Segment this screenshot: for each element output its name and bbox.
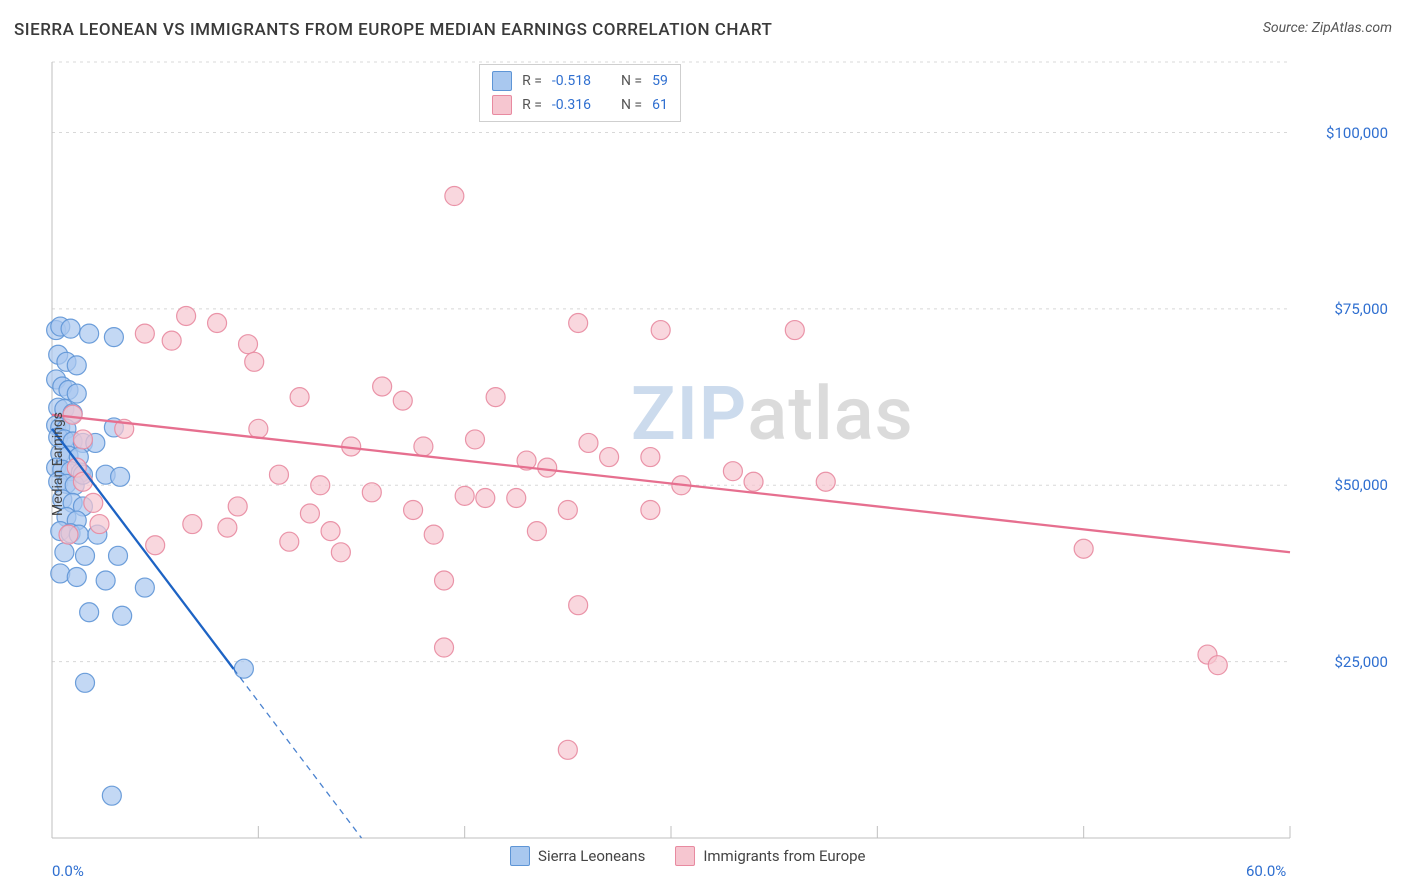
series-swatch <box>492 71 512 91</box>
y-tick-label: $25,000 <box>1334 653 1388 671</box>
chart-container: Median Earnings ZIPatlas $25,000 $50,000 $… <box>10 50 1396 878</box>
series-legend: Sierra Leoneans Immigrants from Europe <box>510 846 865 866</box>
legend-label: Immigrants from Europe <box>703 847 865 865</box>
svg-text:ZIPatlas: ZIPatlas <box>631 371 914 458</box>
legend-item: Sierra Leoneans <box>510 846 645 866</box>
y-tick-label: $75,000 <box>1334 300 1388 318</box>
y-tick-label: $50,000 <box>1334 476 1388 494</box>
x-min-label: 0.0% <box>52 862 84 880</box>
source-credit: Source: ZipAtlas.com <box>1263 20 1392 36</box>
x-max-label: 60.0% <box>1246 862 1286 880</box>
y-axis-label: Median Earnings <box>50 412 66 516</box>
legend-item: Immigrants from Europe <box>675 846 865 866</box>
correlation-stats-box: R =-0.518N =59R =-0.316N =61 <box>479 64 681 122</box>
legend-label: Sierra Leoneans <box>538 847 645 865</box>
y-tick-label: $100,000 <box>1326 124 1388 142</box>
series-swatch <box>492 95 512 115</box>
series-swatch <box>675 846 695 866</box>
series-swatch <box>510 846 530 866</box>
page-title: SIERRA LEONEAN VS IMMIGRANTS FROM EUROPE… <box>14 20 772 40</box>
scatter-chart: ZIPatlas <box>10 50 1396 878</box>
